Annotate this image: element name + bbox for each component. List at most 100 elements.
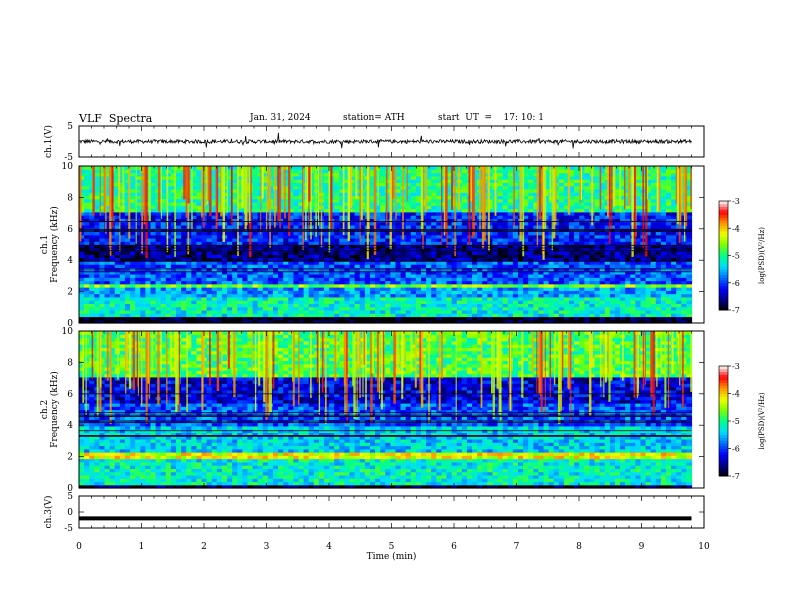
spectrogram-cell bbox=[89, 218, 95, 223]
spectrogram-cell bbox=[324, 205, 330, 210]
spectrogram-cell bbox=[497, 211, 504, 216]
spectrogram-cell bbox=[369, 290, 376, 295]
spectrogram-cell bbox=[339, 192, 346, 197]
spectrogram-cell bbox=[175, 293, 182, 298]
spectrogram-cell bbox=[640, 257, 647, 262]
spectrogram-cell bbox=[267, 257, 274, 262]
spectrogram-cell bbox=[686, 313, 693, 318]
spectrogram-cell bbox=[405, 254, 412, 259]
spectrogram-cell bbox=[339, 201, 346, 206]
spectrogram-cell bbox=[186, 287, 192, 291]
spectrogram-cell bbox=[359, 231, 366, 236]
spectrogram-cell bbox=[160, 287, 167, 291]
spectrogram-cell bbox=[150, 211, 157, 216]
spectrogram-cell bbox=[609, 296, 616, 301]
spectrogram-cell bbox=[257, 264, 264, 268]
spectrogram-cell bbox=[272, 280, 279, 285]
spectrogram-cell bbox=[288, 306, 294, 311]
spectrogram-cell bbox=[599, 224, 606, 229]
spectrogram-cell bbox=[278, 319, 284, 324]
spectrogram-cell bbox=[676, 260, 682, 265]
spectrogram-cell bbox=[589, 241, 596, 246]
spectrogram-cell bbox=[252, 270, 259, 275]
spectrogram-cell bbox=[665, 254, 672, 259]
spectrogram-cell bbox=[584, 270, 591, 275]
spectrogram-cell bbox=[114, 201, 121, 206]
spectrogram-cell bbox=[655, 218, 662, 223]
spectrogram-cell bbox=[405, 287, 412, 291]
spectrogram-cell bbox=[400, 296, 407, 301]
spectrogram-cell bbox=[415, 283, 422, 288]
spectrogram-cell bbox=[512, 224, 519, 229]
spectrogram-cell bbox=[155, 283, 162, 288]
spectrogram-cell bbox=[252, 303, 259, 308]
spectrogram-cell bbox=[390, 257, 397, 262]
spectrogram-cell bbox=[298, 277, 305, 282]
spectrogram-cell bbox=[145, 211, 152, 216]
spectrogram-cell bbox=[278, 234, 284, 239]
spectrogram-cell bbox=[512, 208, 519, 213]
spectrogram-cell bbox=[512, 260, 519, 265]
spectrogram-cell bbox=[640, 264, 647, 268]
spectrogram-cell bbox=[175, 309, 182, 314]
spectrogram-cell bbox=[181, 264, 187, 268]
spectrogram-cell bbox=[216, 192, 223, 197]
spectrogram-cell bbox=[145, 215, 152, 219]
spectrogram-cell bbox=[364, 280, 371, 285]
spectrogram-cell bbox=[313, 264, 320, 268]
spectrogram-cell bbox=[538, 205, 545, 210]
spectrogram-cell bbox=[272, 264, 279, 268]
spectrogram-cell bbox=[369, 273, 376, 278]
spectrogram-cell bbox=[206, 283, 213, 288]
spectrogram-cell bbox=[655, 264, 662, 268]
spectrogram-cell bbox=[130, 192, 136, 197]
spectrogram-cell bbox=[594, 195, 601, 200]
spectrogram-cell bbox=[497, 290, 504, 295]
spectrogram-cell bbox=[109, 237, 116, 242]
spectrogram-cell bbox=[201, 296, 208, 301]
spectrogram-cell bbox=[288, 283, 294, 288]
spectrogram-cell bbox=[211, 211, 218, 216]
spectrogram-cell bbox=[94, 224, 101, 229]
spectrogram-cell bbox=[196, 309, 203, 314]
spectrogram-cell bbox=[349, 221, 356, 226]
spectrogram-cell bbox=[502, 290, 509, 295]
spectrogram-cell bbox=[385, 277, 391, 282]
spectrogram-cell bbox=[170, 280, 177, 285]
spectrogram-cell bbox=[288, 293, 294, 298]
spectrogram-cell bbox=[109, 287, 116, 291]
spectrogram-cell bbox=[375, 211, 381, 216]
spectrogram-cell bbox=[660, 303, 667, 308]
spectrogram-cell bbox=[324, 313, 330, 318]
spectrogram-cell bbox=[579, 300, 585, 304]
spectrogram-cell bbox=[523, 237, 529, 242]
spectrogram-cell bbox=[344, 231, 351, 236]
spectrogram-cell bbox=[569, 241, 575, 246]
spectrogram-cell bbox=[155, 221, 162, 226]
spectrogram-cell bbox=[431, 296, 437, 301]
spectrogram-cell bbox=[614, 280, 621, 285]
spectrogram-cell bbox=[104, 211, 111, 216]
spectrogram-cell bbox=[242, 277, 249, 282]
spectrogram-cell bbox=[431, 309, 437, 314]
spectrogram-cell bbox=[660, 267, 667, 272]
spectrogram-cell bbox=[630, 267, 636, 272]
spectrogram-cell bbox=[364, 260, 371, 265]
spectrogram-cell bbox=[175, 221, 182, 226]
spectrogram-cell bbox=[339, 254, 346, 259]
spectrogram-cell bbox=[181, 283, 187, 288]
spectrogram-cell bbox=[446, 290, 453, 295]
spectrogram-cell bbox=[604, 283, 611, 288]
spectrogram-cell bbox=[272, 273, 279, 278]
spectrogram-cell bbox=[410, 260, 417, 265]
spectrogram-cell bbox=[303, 273, 310, 278]
spectrogram-cell bbox=[415, 316, 422, 321]
spectrogram-cell bbox=[655, 244, 662, 249]
spectrogram-cell bbox=[354, 296, 361, 301]
spectrogram-cell bbox=[512, 195, 519, 200]
spectrogram-cell bbox=[671, 192, 677, 197]
spectrogram-cell bbox=[385, 293, 391, 298]
spectrogram-cell bbox=[584, 237, 591, 242]
spectrogram-cell bbox=[79, 241, 85, 246]
spectrogram-cell bbox=[420, 247, 427, 252]
